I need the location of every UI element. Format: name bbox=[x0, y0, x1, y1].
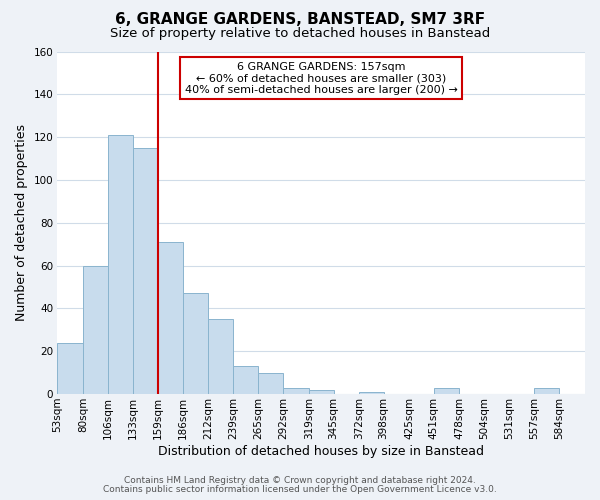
Bar bbox=[534, 388, 559, 394]
Bar bbox=[283, 388, 309, 394]
Text: Contains public sector information licensed under the Open Government Licence v3: Contains public sector information licen… bbox=[103, 485, 497, 494]
Bar bbox=[107, 135, 133, 394]
Bar bbox=[434, 388, 459, 394]
Bar bbox=[158, 242, 183, 394]
Text: 6 GRANGE GARDENS: 157sqm
← 60% of detached houses are smaller (303)
40% of semi-: 6 GRANGE GARDENS: 157sqm ← 60% of detach… bbox=[185, 62, 458, 95]
Text: 6, GRANGE GARDENS, BANSTEAD, SM7 3RF: 6, GRANGE GARDENS, BANSTEAD, SM7 3RF bbox=[115, 12, 485, 28]
X-axis label: Distribution of detached houses by size in Banstead: Distribution of detached houses by size … bbox=[158, 444, 484, 458]
Y-axis label: Number of detached properties: Number of detached properties bbox=[15, 124, 28, 322]
Bar bbox=[83, 266, 107, 394]
Bar bbox=[58, 342, 83, 394]
Bar bbox=[309, 390, 334, 394]
Bar bbox=[183, 294, 208, 394]
Text: Contains HM Land Registry data © Crown copyright and database right 2024.: Contains HM Land Registry data © Crown c… bbox=[124, 476, 476, 485]
Bar bbox=[208, 319, 233, 394]
Bar bbox=[359, 392, 383, 394]
Bar bbox=[233, 366, 258, 394]
Bar bbox=[133, 148, 158, 394]
Bar bbox=[258, 372, 283, 394]
Text: Size of property relative to detached houses in Banstead: Size of property relative to detached ho… bbox=[110, 28, 490, 40]
